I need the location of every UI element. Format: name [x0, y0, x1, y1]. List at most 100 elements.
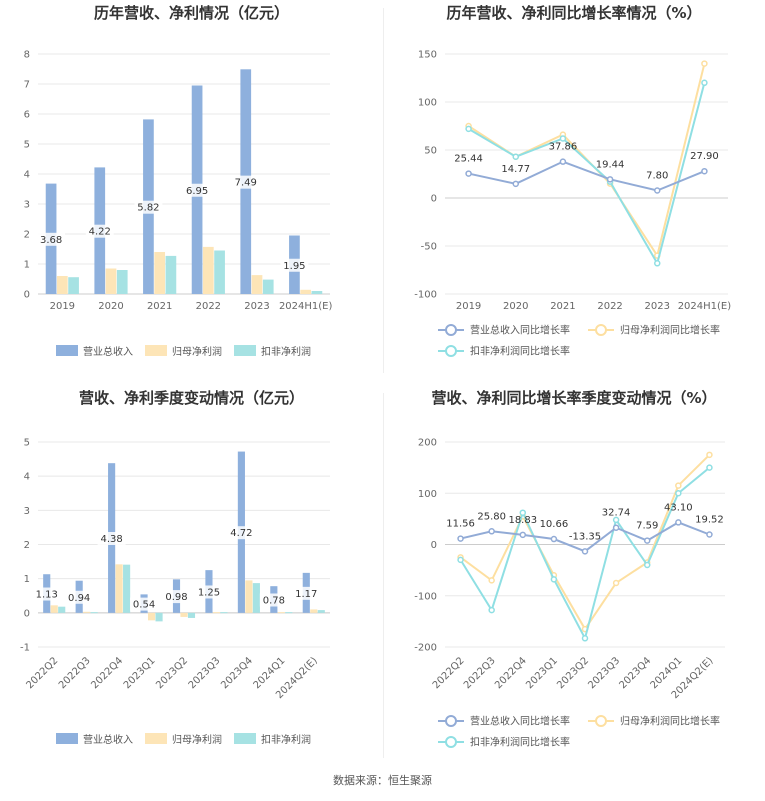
data-label-bg — [292, 586, 321, 600]
bar-deducted — [262, 279, 274, 294]
data-label-bg — [37, 232, 66, 246]
data-label-bg — [32, 587, 61, 601]
data-label: 4.72 — [230, 528, 252, 539]
data-label: 19.44 — [596, 159, 625, 170]
bar-netprofit — [154, 252, 166, 294]
data-label-bg — [231, 175, 260, 189]
bar-netprofit — [300, 289, 312, 294]
bar-deducted — [285, 612, 293, 614]
x-tick-label: 2024H1(E) — [279, 301, 333, 312]
series-point — [706, 464, 713, 471]
data-label: 10.66 — [540, 519, 569, 530]
data-label: 0.98 — [165, 592, 187, 603]
chart-title: 历年营收、净利同比增长率情况（%） — [446, 4, 701, 22]
series-point — [512, 180, 519, 188]
legend-swatch — [56, 345, 78, 356]
data-label: 32.74 — [602, 508, 631, 519]
chart-annual-revenue-profit: 历年营收、净利情况（亿元） 0 1 2 3 4 5 6 7 8 2019 2020 2021 2022 20… — [24, 4, 333, 358]
bar-deducted — [311, 291, 323, 294]
y-tick-label: -50 — [421, 242, 437, 253]
y-tick-label: 2 — [24, 540, 30, 551]
series-point — [465, 170, 472, 177]
data-label: 14.77 — [501, 164, 530, 175]
legend-swatch — [234, 733, 256, 744]
data-label: 37.86 — [549, 142, 578, 153]
bar-deducted — [68, 277, 79, 294]
y-tick-label: 3 — [24, 506, 30, 517]
y-tick-label: 150 — [418, 50, 437, 61]
legend-marker — [595, 324, 607, 336]
bar-netprofit — [212, 612, 221, 614]
y-tick-label: 0 — [431, 194, 437, 205]
data-label-bg — [194, 585, 223, 599]
bar-deducted — [58, 606, 66, 613]
x-tick-label: 2020 — [503, 301, 528, 312]
series-point — [675, 490, 682, 497]
series-point — [457, 535, 464, 542]
y-tick-label: 5 — [24, 140, 30, 151]
legend-label: 营业总收入 — [83, 733, 133, 746]
x-tick-label: 2023Q4 — [618, 655, 654, 691]
data-label: 3.68 — [40, 235, 62, 246]
data-label: 0.94 — [68, 593, 90, 604]
bar-deducted — [165, 255, 177, 294]
series-point — [706, 451, 713, 459]
series-point — [706, 531, 713, 538]
data-label: 0.78 — [263, 596, 285, 607]
legend-label: 扣非净利润 — [261, 733, 311, 746]
series-point — [643, 537, 651, 544]
legend-label: 扣非净利润同比增长率 — [470, 345, 570, 358]
data-label: 1.13 — [36, 590, 58, 601]
series-point — [488, 577, 495, 584]
bar-netprofit — [147, 612, 156, 621]
data-label: 1.25 — [198, 587, 220, 598]
y-tick-label: 7 — [24, 80, 30, 91]
legend-marker — [445, 345, 457, 357]
x-tick-label: 2022 — [196, 301, 221, 312]
bar-deducted — [123, 564, 131, 613]
x-tick-label: 2023Q2 — [154, 655, 190, 691]
y-tick-label: 100 — [418, 489, 437, 500]
bar-netprofit — [180, 612, 188, 617]
data-label: 7.59 — [636, 521, 658, 532]
legend-label: 归母净利润同比增长率 — [620, 324, 720, 337]
y-tick-label: -100 — [414, 591, 437, 602]
data-label-bg — [183, 183, 212, 197]
series-point — [643, 561, 651, 569]
series-point — [519, 531, 527, 539]
series-point — [559, 158, 567, 165]
data-label: 6.95 — [186, 186, 208, 197]
data-label-bg — [259, 593, 288, 607]
series-point — [581, 635, 589, 642]
series-point — [612, 524, 620, 531]
data-label-bg — [162, 590, 191, 604]
y-tick-label: 0 — [24, 608, 30, 619]
bar-netprofit — [310, 609, 318, 613]
series-point — [675, 482, 682, 489]
legend-label: 营业总收入同比增长率 — [470, 715, 570, 728]
legend-marker — [445, 736, 457, 748]
data-label: 25.80 — [477, 511, 506, 522]
series-point — [519, 509, 527, 516]
series-point — [701, 167, 708, 175]
y-tick-label: 4 — [24, 170, 30, 181]
chart-quarterly-revenue-profit: 营收、净利季度变动情况（亿元） -1 0 1 2 3 4 5 2022Q22022Q32022Q… — [20, 389, 330, 746]
x-tick-label: 2023Q2 — [555, 655, 591, 691]
data-label: 43.10 — [664, 502, 693, 513]
bar-netprofit — [277, 612, 285, 614]
x-tick-label: 2022Q3 — [57, 655, 93, 691]
x-tick-label: 2023 — [244, 301, 269, 312]
chart-title: 营收、净利同比增长率季度变动情况（%） — [431, 389, 716, 407]
legend-swatch — [145, 733, 167, 744]
y-tick-label: -200 — [414, 643, 437, 654]
y-tick-label: 8 — [24, 50, 30, 61]
x-tick-label: 2022 — [597, 301, 622, 312]
series-point — [488, 606, 495, 614]
bar-netprofit — [105, 268, 117, 294]
legend-label: 营业总收入 — [83, 345, 133, 358]
x-tick-label: 2023Q3 — [187, 655, 223, 691]
bar-deducted — [187, 612, 196, 618]
series-point — [701, 79, 708, 87]
legend-marker — [595, 715, 607, 727]
data-label: 27.90 — [690, 151, 719, 162]
